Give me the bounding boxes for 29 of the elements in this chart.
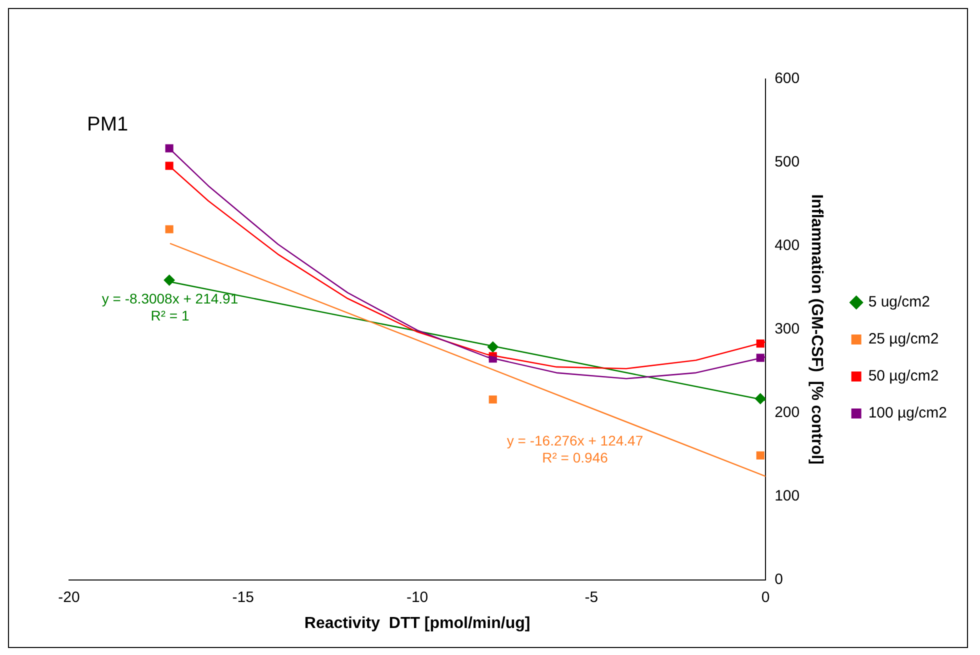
point: [488, 395, 497, 404]
legend-label: 5 ug/cm2: [868, 294, 930, 311]
point: [164, 274, 175, 286]
x-axis-title: Reactivity DTT [pmol/min/ug]: [304, 614, 530, 632]
y-tick-label: 300: [774, 320, 800, 338]
x-tick-label: -15: [232, 588, 254, 606]
point: [165, 144, 174, 152]
annotation: y = -8.3008x + 214.91: [102, 290, 238, 307]
x-tick-label: -20: [58, 588, 80, 606]
y-tick-label: 200: [774, 404, 800, 422]
y-tick-label: 0: [774, 570, 783, 588]
y-tick-label: 400: [774, 237, 800, 254]
legend-label: 50 µg/cm2: [868, 368, 939, 385]
annotation: PM1: [87, 114, 128, 136]
annotation: R² = 0.946: [542, 450, 608, 466]
x-tick-label: -5: [584, 588, 598, 606]
point: [165, 162, 174, 170]
point: [165, 225, 174, 234]
annotation: R² = 1: [150, 308, 190, 324]
y-tick-label: 500: [774, 154, 800, 171]
annotation: y = -16.276x + 124.47: [506, 432, 644, 449]
x-tick-label: -10: [406, 588, 428, 606]
x-tick-label: 0: [761, 588, 770, 606]
y-axis-title: Inflammation (GM-CSF) [% control]: [808, 194, 825, 464]
point: [756, 451, 764, 460]
legend-label: 100 µg/cm2: [868, 404, 948, 422]
y-tick-label: 600: [774, 70, 800, 88]
legend-label: 25 µg/cm2: [868, 330, 939, 348]
y-tick-label: 100: [774, 487, 800, 504]
